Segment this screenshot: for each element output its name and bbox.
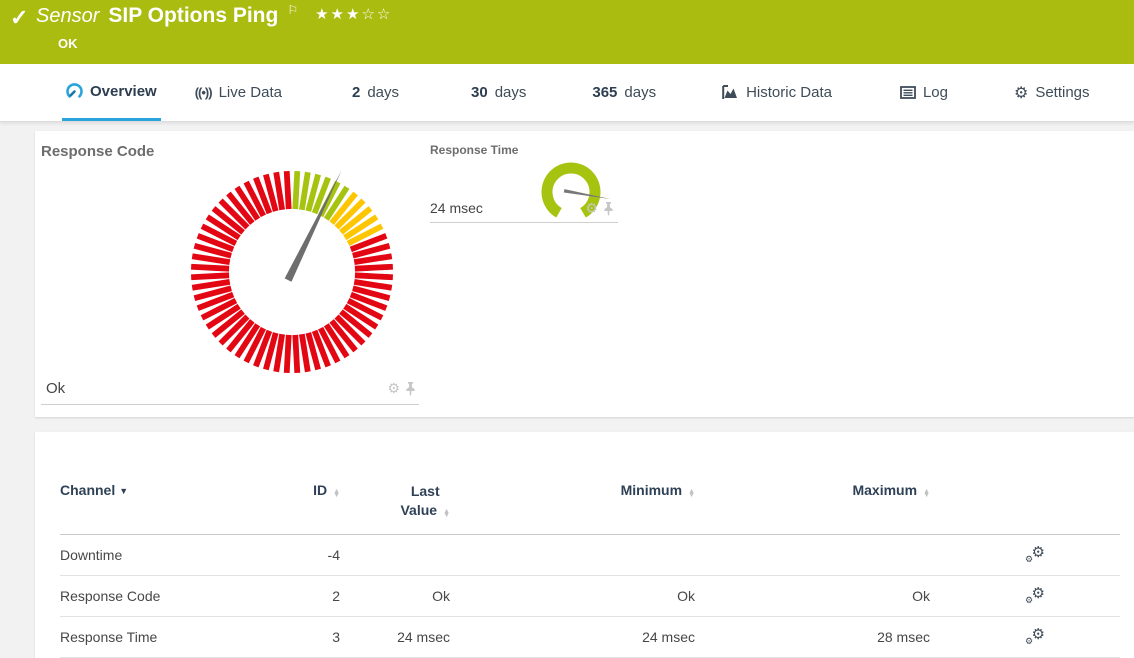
tab-historic-data[interactable]: Historic Data — [718, 64, 836, 121]
tab-365-days[interactable]: 365 days — [588, 64, 660, 121]
response-code-widget: Response Code Ok ⚙ — [41, 143, 419, 405]
channel-last-value: 24 msec — [340, 616, 450, 658]
tab-label: days — [367, 84, 399, 101]
channel-minimum: 24 msec — [450, 616, 695, 658]
col-label: Minimum — [620, 482, 683, 498]
tab-bar: Overview ((•)) Live Data 2 days 30 days … — [0, 64, 1134, 122]
flag-icon: ⚐ — [287, 3, 299, 17]
col-label: ID — [313, 482, 328, 498]
widget-gear-icon[interactable]: ⚙ — [585, 200, 598, 216]
gauge-icon — [66, 82, 83, 100]
sensor-title: SIP Options Ping — [108, 4, 279, 27]
gauges-card: Response Code Ok ⚙ Response Time 24 msec… — [35, 131, 1134, 417]
col-label: Last — [410, 483, 440, 499]
sort-arrows-icon[interactable]: ▲ ▼ — [688, 488, 695, 499]
tab-settings[interactable]: ⚙ Settings — [1010, 64, 1094, 121]
sort-arrows-icon[interactable]: ▲ ▼ — [443, 508, 450, 519]
sort-arrows-icon[interactable]: ▲ ▼ — [333, 488, 340, 499]
col-header-last-value[interactable]: Last Value ▲ ▼ — [340, 482, 450, 535]
priority-stars[interactable]: ★★★☆☆ — [315, 6, 393, 23]
table-row: Response Time 3 24 msec 24 msec 28 msec … — [60, 616, 1120, 658]
status-check-icon: ✓ — [10, 5, 29, 30]
channel-maximum: Ok — [695, 575, 930, 617]
tab-number: 365 — [592, 84, 618, 101]
tab-number: 30 — [471, 84, 488, 101]
sort-caret-icon: ▼ — [119, 486, 129, 496]
tab-label: Historic Data — [746, 84, 832, 101]
tab-overview[interactable]: Overview — [62, 64, 161, 121]
col-header-minimum[interactable]: Minimum ▲ ▼ — [450, 482, 695, 535]
channel-minimum: Ok — [450, 575, 695, 617]
col-label: Value — [400, 502, 438, 518]
table-row: Downtime -4 ⚙ ⚙ — [60, 534, 1120, 576]
tab-live-data[interactable]: ((•)) Live Data — [191, 64, 286, 121]
response-code-gauge[interactable] — [187, 167, 397, 377]
channels-card: Channel ▼ ID ▲ ▼ Last Value ▲ ▼ Minimum ▲ ▼ — [35, 432, 1134, 658]
response-time-gauge[interactable] — [525, 156, 621, 222]
widget-title: Response Code — [41, 143, 155, 160]
response-time-widget: Response Time 24 msec ⚙ — [430, 143, 618, 223]
channel-value-label: Ok — [46, 380, 66, 397]
tab-label: days — [494, 84, 527, 101]
tab-log[interactable]: Log — [896, 64, 952, 121]
pin-icon[interactable] — [405, 381, 416, 396]
channel-id: 3 — [290, 616, 340, 658]
tab-30-days[interactable]: 30 days — [467, 64, 530, 121]
channel-value-label: 24 msec — [430, 200, 483, 216]
log-icon — [900, 86, 916, 99]
channel-last-value — [340, 534, 450, 576]
tab-label: days — [624, 84, 657, 101]
channel-id: -4 — [290, 534, 340, 576]
table-header-row: Channel ▼ ID ▲ ▼ Last Value ▲ ▼ Minimum ▲ ▼ — [60, 482, 1120, 535]
sort-arrows-icon[interactable]: ▲ ▼ — [923, 488, 930, 499]
channel-last-value: Ok — [340, 575, 450, 617]
sensor-status-text: OK — [58, 36, 78, 51]
pin-icon[interactable] — [603, 201, 614, 216]
tab-number: 2 — [351, 84, 361, 101]
channel-settings-icon[interactable]: ⚙ ⚙ — [1025, 543, 1045, 564]
channel-maximum — [695, 534, 930, 576]
channels-table: Channel ▼ ID ▲ ▼ Last Value ▲ ▼ Minimum ▲ ▼ — [60, 482, 1120, 658]
historic-chart-icon — [722, 85, 739, 100]
sensor-status-header: ✓ Sensor SIP Options Ping ⚐ ★★★☆☆ OK — [0, 0, 1134, 64]
tab-label: Overview — [90, 82, 157, 100]
widget-title: Response Time — [430, 143, 519, 157]
overview-content: Response Code Ok ⚙ Response Time 24 msec… — [0, 122, 1134, 658]
live-data-icon: ((•)) — [194, 85, 213, 100]
col-label: Maximum — [852, 482, 918, 498]
object-kind-label: Sensor — [36, 5, 100, 27]
table-row: Response Code 2 Ok Ok Ok ⚙ ⚙ — [60, 575, 1120, 617]
col-header-id[interactable]: ID ▲ ▼ — [290, 482, 340, 535]
channel-name: Response Time — [60, 616, 290, 658]
channel-name: Response Code — [60, 575, 290, 617]
settings-gear-icon: ⚙ — [1013, 84, 1029, 102]
col-header-maximum[interactable]: Maximum ▲ ▼ — [695, 482, 930, 535]
tab-label: Live Data — [218, 84, 282, 101]
channel-maximum: 28 msec — [695, 616, 930, 658]
tab-2-days[interactable]: 2 days — [348, 64, 403, 121]
channel-id: 2 — [290, 575, 340, 617]
widget-gear-icon[interactable]: ⚙ — [387, 380, 400, 396]
channel-minimum — [450, 534, 695, 576]
col-header-channel[interactable]: Channel ▼ — [60, 482, 290, 535]
col-label: Channel — [60, 482, 116, 498]
tab-label: Settings — [1035, 84, 1090, 101]
tab-label: Log — [922, 84, 948, 101]
channel-settings-icon[interactable]: ⚙ ⚙ — [1025, 625, 1045, 646]
channel-settings-icon[interactable]: ⚙ ⚙ — [1025, 584, 1045, 605]
channel-name: Downtime — [60, 534, 290, 576]
